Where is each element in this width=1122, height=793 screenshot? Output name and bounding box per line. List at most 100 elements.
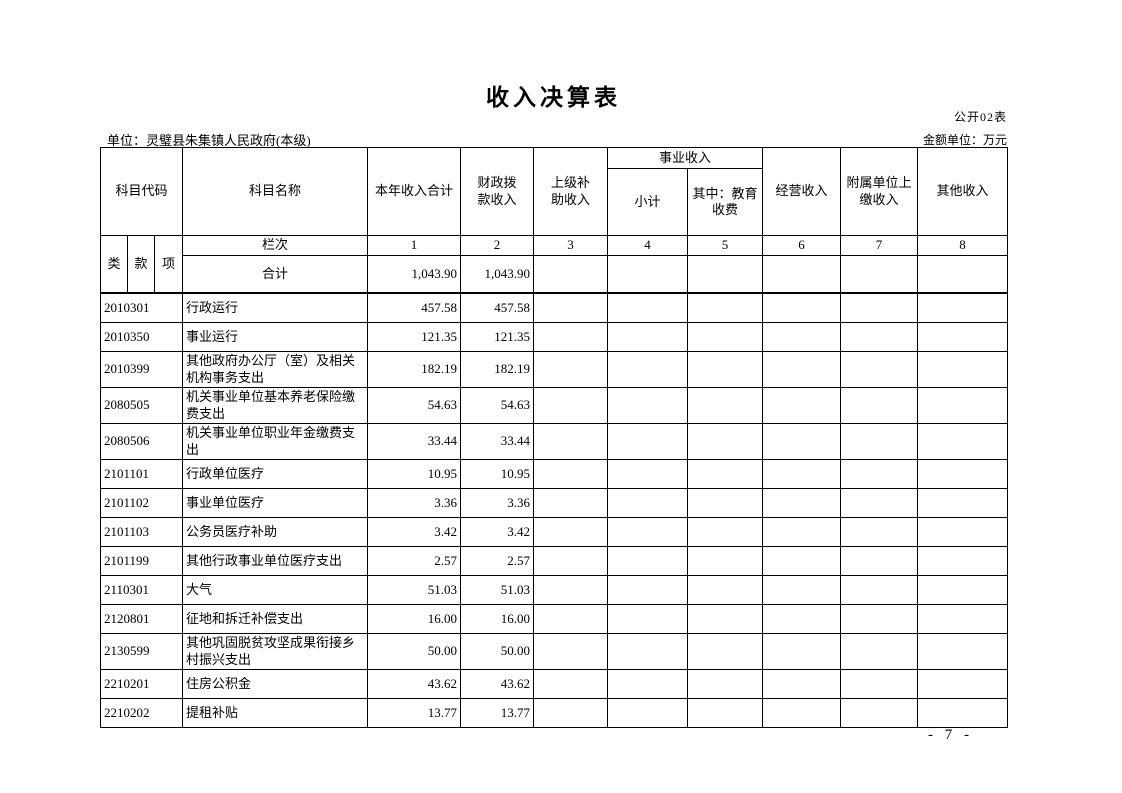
col-header-other-income: 其他收入 [917,147,1009,236]
table-row: 2101199 其他行政事业单位医疗支出 2.57 2.57 [100,546,1008,576]
subject-name-cell: 其他巩固脱贫攻坚成果衔接乡村振兴支出 [182,633,368,670]
col-num-1: 1 [367,235,461,256]
empty-cell [762,387,841,424]
table-row: 2130599 其他巩固脱贫攻坚成果衔接乡村振兴支出 50.00 50.00 [100,633,1008,670]
subject-code-cell: 2120801 [100,604,183,634]
empty-cell [687,322,763,352]
annual-total-cell: 10.95 [367,459,461,489]
subject-code-cell: 2010399 [100,351,183,388]
subject-code-cell: 2101199 [100,546,183,576]
empty-cell [607,517,688,547]
empty-cell [533,459,608,489]
annual-total-cell: 51.03 [367,575,461,605]
empty-cell [917,423,1008,460]
empty-cell [687,351,763,388]
col-num-6: 6 [762,235,842,256]
empty-cell [607,488,688,518]
empty-cell [607,255,688,293]
fiscal-grant-cell: 50.00 [460,633,534,670]
empty-cell [917,546,1008,576]
page-number: - 7 - [928,727,973,743]
col-header-section: 款 [127,235,155,293]
empty-cell [687,423,763,460]
empty-cell [762,293,841,323]
subject-name-cell: 事业运行 [182,322,368,352]
col-header-subject-code: 科目代码 [100,147,183,236]
empty-cell [917,351,1008,388]
subject-code-cell: 2101101 [100,459,183,489]
empty-cell [840,546,918,576]
empty-cell [607,322,688,352]
total-annual-cell: 1,043.90 [367,255,461,293]
annual-total-cell: 3.36 [367,488,461,518]
empty-cell [533,575,608,605]
col-header-subtotal: 小计 [607,168,688,236]
empty-cell [533,517,608,547]
subject-code-cell: 2210201 [100,669,183,699]
empty-cell [607,351,688,388]
fiscal-grant-cell: 13.77 [460,698,534,728]
empty-cell [917,293,1008,323]
table-row: 2120801 征地和拆迁补偿支出 16.00 16.00 [100,604,1008,634]
col-header-edu-fees: 其中：教育 收费 [686,168,764,236]
table-row: 2080505 机关事业单位基本养老保险缴费支出 54.63 54.63 [100,387,1008,424]
empty-cell [687,293,763,323]
empty-cell [607,633,688,670]
subject-name-cell: 行政单位医疗 [182,459,368,489]
empty-cell [917,517,1008,547]
empty-cell [840,698,918,728]
fiscal-grant-cell: 182.19 [460,351,534,388]
col-num-2: 2 [460,235,534,256]
subject-name-cell: 其他行政事业单位医疗支出 [182,546,368,576]
col-header-annual-total: 本年收入合计 [367,147,461,236]
empty-cell [762,669,841,699]
subject-code-cell: 2010301 [100,293,183,323]
col-header-class: 类 [100,235,128,293]
empty-cell [686,255,764,293]
total-row-label: 合计 [182,255,368,293]
fiscal-grant-cell: 457.58 [460,293,534,323]
column-index-row: 类 款 项 栏次 1 2 3 4 5 6 7 8 [100,235,1009,293]
annual-total-cell: 50.00 [367,633,461,670]
col-header-superior-subsidy: 上级补 助收入 [533,147,608,236]
col-header-subject-name: 科目名称 [182,147,368,236]
annual-total-cell: 43.62 [367,669,461,699]
page-title: 收入决算表 [486,84,621,110]
annual-total-cell: 457.58 [367,293,461,323]
empty-cell [840,517,918,547]
subject-name-cell: 机关事业单位基本养老保险缴费支出 [182,387,368,424]
annual-total-cell: 3.42 [367,517,461,547]
empty-cell [533,255,608,293]
subject-code-cell: 2210202 [100,698,183,728]
annual-total-cell: 2.57 [367,546,461,576]
empty-cell [917,669,1008,699]
annual-total-cell: 33.44 [367,423,461,460]
subject-name-cell: 行政运行 [182,293,368,323]
empty-cell [917,387,1008,424]
empty-cell [607,698,688,728]
table-row: 2101101 行政单位医疗 10.95 10.95 [100,459,1008,489]
empty-cell [840,423,918,460]
empty-cell [607,546,688,576]
subject-name-cell: 事业单位医疗 [182,488,368,518]
empty-cell [840,255,919,293]
table-row: 2101102 事业单位医疗 3.36 3.36 [100,488,1008,518]
empty-cell [762,546,841,576]
subject-code-cell: 2130599 [100,633,183,670]
col-header-item: 项 [154,235,183,293]
subject-code-cell: 2080506 [100,423,183,460]
subject-name-cell: 住房公积金 [182,669,368,699]
col-header-operating-income: 经营收入 [762,147,842,236]
empty-cell [687,387,763,424]
subject-code-cell: 2110301 [100,575,183,605]
annual-total-cell: 182.19 [367,351,461,388]
empty-cell [687,459,763,489]
col-header-fiscal-grant: 财政拨 款收入 [460,147,534,236]
empty-cell [917,255,1009,293]
annual-total-cell: 16.00 [367,604,461,634]
fiscal-grant-cell: 10.95 [460,459,534,489]
empty-cell [762,604,841,634]
fiscal-grant-cell: 51.03 [460,575,534,605]
annual-total-cell: 121.35 [367,322,461,352]
